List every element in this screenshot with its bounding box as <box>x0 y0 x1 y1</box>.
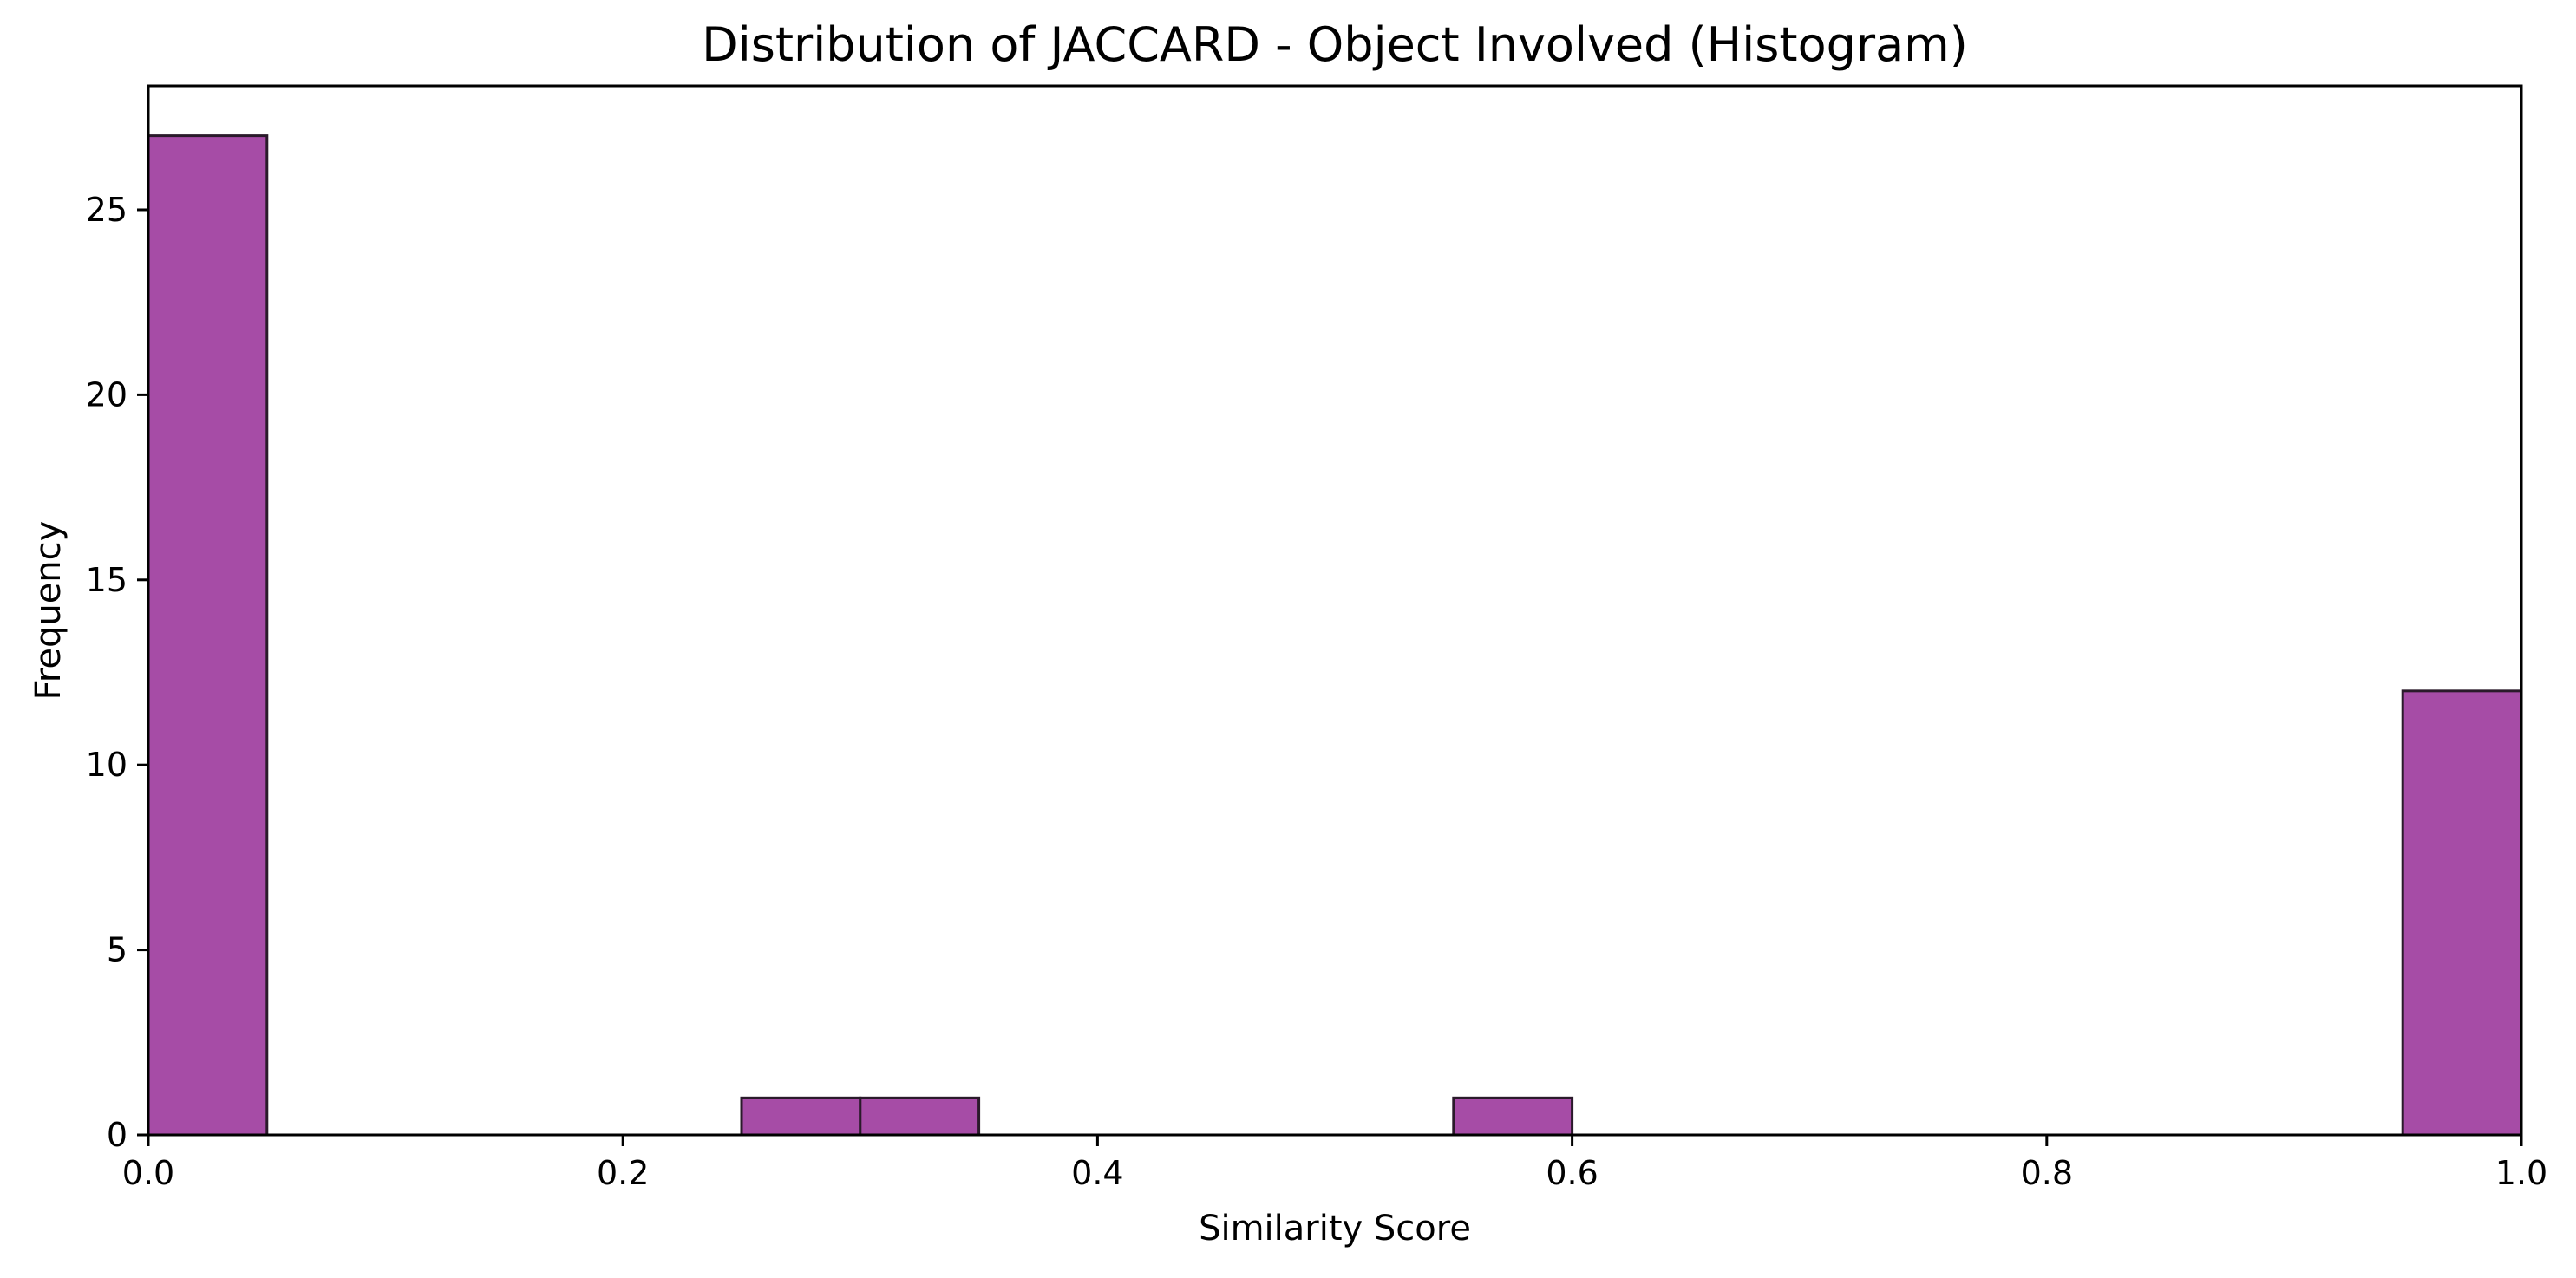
histogram-bar-3 <box>1452 1096 1574 1137</box>
x-tick-label-3: 0.6 <box>1546 1154 1598 1192</box>
y-axis-label: Frequency <box>29 521 69 701</box>
y-tick-label-5: 25 <box>86 191 127 229</box>
y-tick-label-2: 10 <box>86 746 127 784</box>
y-tick-label-0: 0 <box>107 1116 127 1154</box>
histogram-bar-1 <box>740 1096 862 1137</box>
histogram-bar-2 <box>859 1096 981 1137</box>
x-tick-label-2: 0.4 <box>1071 1154 1123 1192</box>
y-tick-label-1: 5 <box>107 931 127 969</box>
x-axis-label: Similarity Score <box>1199 1209 1471 1249</box>
x-tick-label-5: 1.0 <box>2495 1154 2547 1192</box>
x-axis: 0.0 0.2 0.4 0.6 0.8 1.0 <box>122 1135 2547 1192</box>
y-axis: 0 5 10 15 20 25 <box>86 191 148 1154</box>
plot-area-frame <box>147 84 2523 1137</box>
x-tick-label-0: 0.0 <box>122 1154 174 1192</box>
histogram-bar-4 <box>2401 689 2523 1137</box>
y-tick-label-4: 20 <box>86 375 127 414</box>
x-tick-label-1: 0.2 <box>597 1154 649 1192</box>
bars-layer <box>147 134 2523 1137</box>
y-tick-label-3: 15 <box>86 561 127 599</box>
x-tick-label-4: 0.8 <box>2021 1154 2073 1192</box>
chart-title: Distribution of JACCARD - Object Involve… <box>702 17 1968 72</box>
histogram-bar-0 <box>147 134 269 1137</box>
